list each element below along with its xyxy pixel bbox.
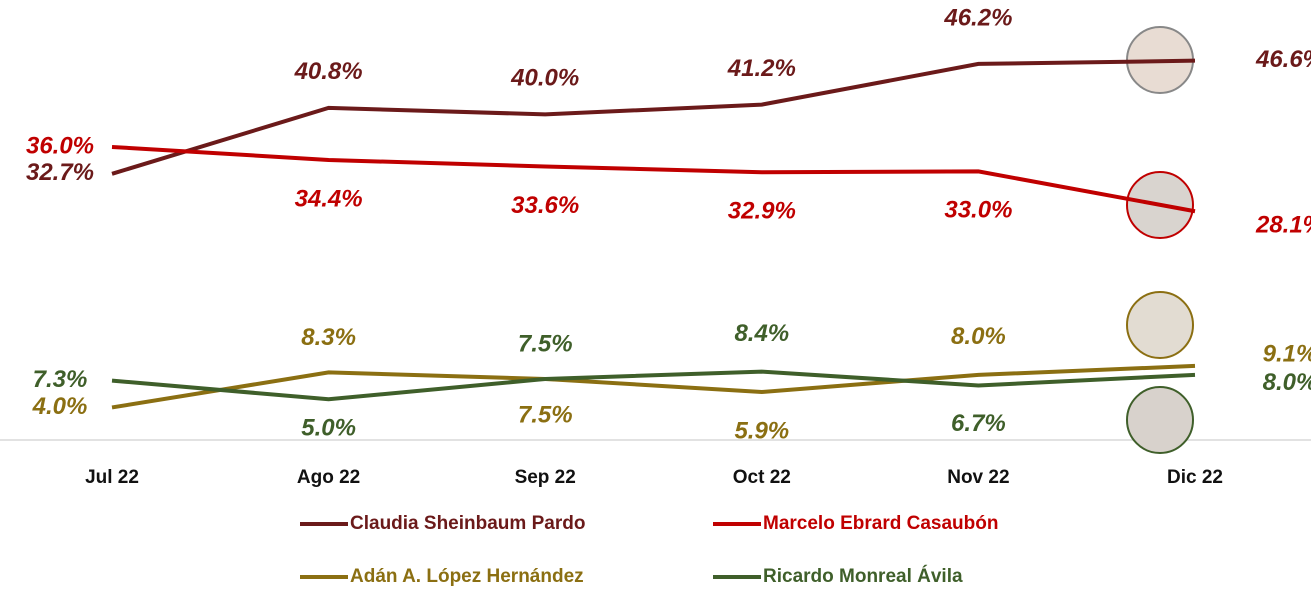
legend-label: Adán A. López Hernández bbox=[350, 566, 584, 587]
data-label: 7.5% bbox=[518, 401, 573, 428]
data-label: 7.5% bbox=[518, 330, 573, 357]
data-label: 46.6% bbox=[1255, 46, 1311, 73]
data-label: 8.4% bbox=[734, 320, 789, 347]
x-tick-label: Nov 22 bbox=[947, 467, 1009, 488]
series-line bbox=[111, 144, 1196, 214]
data-label: 8.0% bbox=[1263, 369, 1311, 396]
data-label: 46.2% bbox=[943, 4, 1012, 31]
data-label: 34.4% bbox=[295, 185, 363, 212]
avatar bbox=[1126, 291, 1194, 359]
avatars bbox=[1126, 26, 1194, 454]
series-line bbox=[111, 369, 1196, 402]
x-tick-label: Jul 22 bbox=[85, 467, 139, 488]
data-label: 5.9% bbox=[734, 417, 789, 444]
data-label: 4.0% bbox=[32, 393, 88, 420]
x-tick-label: Ago 22 bbox=[297, 467, 360, 488]
avatar bbox=[1126, 386, 1194, 454]
data-label: 8.0% bbox=[951, 323, 1006, 350]
data-label: 32.9% bbox=[728, 198, 796, 225]
data-label: 41.2% bbox=[727, 55, 796, 82]
data-label: 8.3% bbox=[301, 324, 356, 351]
data-label: 33.6% bbox=[511, 192, 579, 219]
legend-label: Claudia Sheinbaum Pardo bbox=[350, 513, 585, 534]
data-label: 6.7% bbox=[951, 410, 1006, 437]
legend-label: Ricardo Monreal Ávila bbox=[763, 565, 963, 587]
data-label: 9.1% bbox=[1263, 340, 1311, 367]
data-label: 33.0% bbox=[944, 197, 1012, 224]
series-line bbox=[111, 363, 1196, 410]
data-label: 40.8% bbox=[294, 58, 363, 85]
data-label: 7.3% bbox=[33, 366, 88, 393]
x-tick-label: Sep 22 bbox=[515, 467, 576, 488]
x-tick-label: Dic 22 bbox=[1167, 467, 1223, 488]
series-line bbox=[111, 58, 1196, 176]
legend-label: Marcelo Ebrard Casaubón bbox=[763, 513, 998, 534]
x-tick-label: Oct 22 bbox=[733, 467, 791, 488]
data-label: 28.1% bbox=[1255, 212, 1311, 239]
data-label: 36.0% bbox=[26, 132, 94, 159]
data-label: 40.0% bbox=[510, 65, 579, 92]
data-label: 32.7% bbox=[26, 159, 94, 186]
data-label: 5.0% bbox=[301, 415, 356, 442]
